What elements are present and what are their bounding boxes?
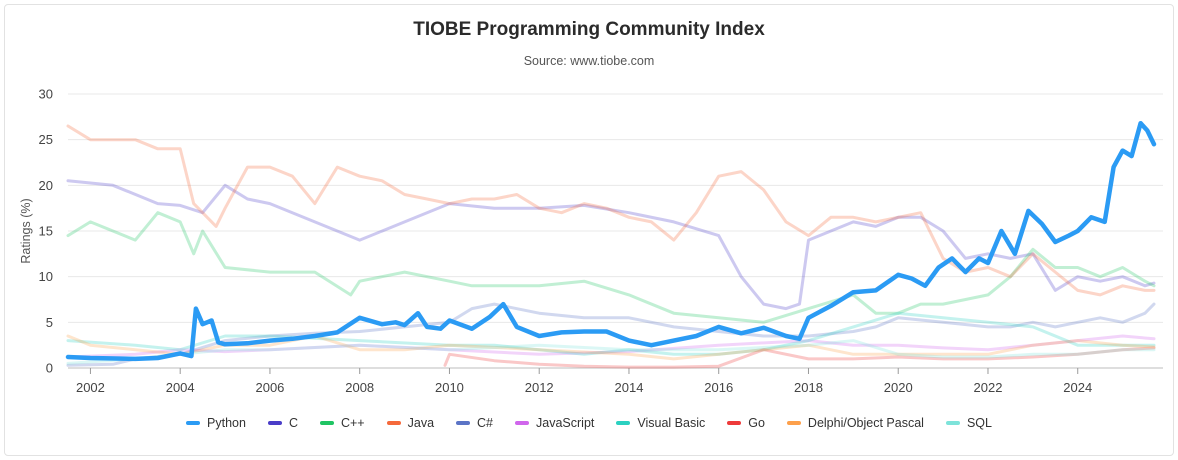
legend-label: Go (748, 416, 765, 430)
series-line-java[interactable] (66, 124, 1156, 297)
series-line-python[interactable] (65, 120, 1157, 362)
legend-item-c-[interactable]: C++ (319, 416, 365, 430)
legend-label: C (288, 416, 298, 430)
series-line-visual-basic[interactable] (66, 311, 1156, 356)
legend-label: SQL (966, 416, 992, 430)
y-axis-title: Ratings (%) (19, 198, 33, 263)
legend-swatch (267, 421, 282, 425)
x-tick-label: 2002 (76, 380, 105, 395)
legend-item-go[interactable]: Go (727, 416, 765, 430)
x-tick-label: 2014 (615, 380, 644, 395)
y-tick-label: 5 (46, 315, 53, 330)
x-tick-label: 2022 (974, 380, 1003, 395)
series-line-javascript[interactable] (66, 334, 1156, 359)
series-line-go[interactable] (443, 346, 1156, 369)
legend-label: Visual Basic (637, 416, 706, 430)
legend: Python C C++ Java C# JavaScript Visual Basic Go… (0, 416, 1178, 430)
series-line-c[interactable] (66, 179, 1156, 311)
legend-swatch (616, 421, 631, 425)
x-tick-label: 2020 (884, 380, 913, 395)
x-tick-label: 2018 (794, 380, 823, 395)
x-tick-label: 2016 (704, 380, 733, 395)
chart-subtitle: Source: www.tiobe.com (523, 54, 655, 68)
series-line-sql[interactable] (66, 339, 1156, 365)
y-tick-label: 30 (39, 87, 53, 102)
chart-card (4, 4, 1174, 456)
x-tick-label: 2006 (255, 380, 284, 395)
legend-label: C++ (340, 416, 365, 430)
legend-swatch (386, 421, 401, 425)
legend-item-java[interactable]: Java (386, 416, 435, 430)
x-tick-label: 2010 (435, 380, 464, 395)
legend-label: Java (407, 416, 435, 430)
legend-swatch (786, 421, 801, 425)
chart-title: TIOBE Programming Community Index (413, 19, 765, 40)
legend-swatch (515, 421, 530, 425)
legend-swatch (727, 421, 742, 425)
legend-item-c-[interactable]: C# (456, 416, 493, 430)
x-tick-label: 2004 (166, 380, 195, 395)
series-line-c-[interactable] (66, 211, 1156, 324)
series-line-delphi-object-pascal[interactable] (66, 334, 1156, 361)
legend-swatch (186, 421, 201, 425)
x-tick-label: 2024 (1063, 380, 1092, 395)
legend-label: JavaScript (536, 416, 595, 430)
legend-swatch (319, 421, 334, 425)
legend-label: Delphi/Object Pascal (807, 416, 924, 430)
series-line-c-[interactable] (66, 302, 1156, 367)
legend-item-visual-basic[interactable]: Visual Basic (616, 416, 705, 430)
chart-plot: 0 5 10 15 20 25 30 2002 2004 2006 2008 2010 2012 2014… (19, 87, 1163, 395)
y-tick-label: 15 (39, 224, 53, 239)
legend-swatch (456, 421, 471, 425)
x-tick-label: 2012 (525, 380, 554, 395)
legend-swatch (945, 421, 960, 425)
legend-item-javascript[interactable]: JavaScript (515, 416, 594, 430)
x-tick-label: 2008 (345, 380, 374, 395)
legend-item-sql[interactable]: SQL (945, 416, 992, 430)
legend-item-python[interactable]: Python (186, 416, 246, 430)
legend-label: Python (207, 416, 246, 430)
y-tick-label: 0 (46, 361, 53, 376)
legend-item-c[interactable]: C (267, 416, 298, 430)
y-tick-label: 20 (39, 178, 53, 193)
legend-item-delphi-object-pascal[interactable]: Delphi/Object Pascal (786, 416, 924, 430)
y-tick-label: 10 (39, 269, 53, 284)
y-tick-label: 25 (39, 132, 53, 147)
legend-label: C# (477, 416, 494, 430)
